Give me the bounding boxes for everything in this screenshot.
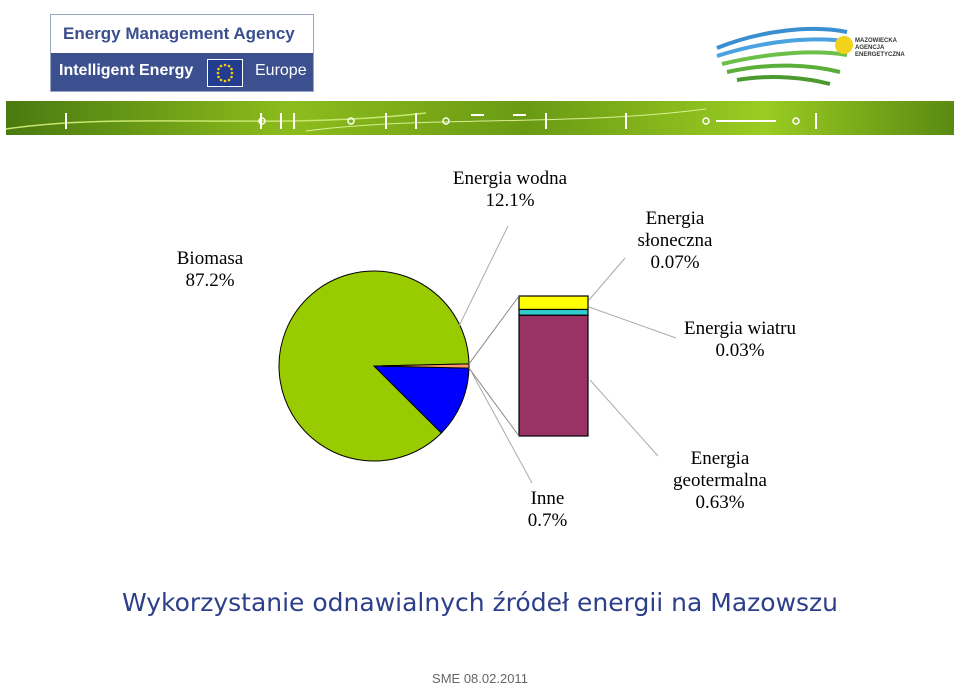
pie-slice-inne: [373, 363, 470, 369]
mazowiecka-agencja-logo: [716, 27, 853, 86]
program-bar: Intelligent Energy Europe: [51, 53, 313, 91]
pie-of-bar-chart: [278, 225, 677, 484]
data-label-line: geotermalna: [673, 470, 767, 491]
leader-line-geotermalna: [589, 379, 659, 457]
data-label-line: 12.1%: [485, 190, 535, 211]
data-label-line: Energia wodna: [452, 168, 568, 189]
data-label-wiatru: Energia wiatru 0.03%: [660, 318, 820, 362]
footer-date: SME 08.02.2011: [432, 671, 528, 686]
data-label-line: Energia: [645, 208, 705, 229]
data-label-sloneczna: Energia słoneczna 0.07%: [620, 208, 730, 274]
data-label-line: Energia wiatru: [683, 318, 797, 339]
leader-line-inne: [471, 372, 533, 484]
data-label-line: 0.63%: [695, 492, 745, 513]
data-label-biomasa: Biomasa 87.2%: [160, 248, 260, 292]
pie-slice-wodna: [372, 365, 470, 434]
partner-logo-text: MAZOWIECKA AGENCJA ENERGETYCZNA: [855, 38, 905, 58]
data-label-line: Inne: [530, 488, 565, 509]
green-banner: [6, 101, 954, 135]
data-label-geotermalna: Energia geotermalna 0.63%: [650, 448, 790, 514]
leader-line-wodna: [458, 225, 509, 327]
bar-segment-geotermalna: [518, 314, 589, 437]
data-label-line: Biomasa: [176, 248, 244, 269]
bar-segment-wiatru: [518, 308, 589, 316]
data-label-line: 0.7%: [527, 510, 568, 531]
data-label-line: 0.03%: [715, 340, 765, 361]
connector-line-bottom: [468, 367, 520, 437]
data-label-line: 0.07%: [650, 252, 700, 273]
eu-flag-icon: [207, 59, 243, 87]
data-label-line: 87.2%: [185, 270, 235, 291]
connector-line-top: [468, 295, 520, 365]
program-name-left: Intelligent Energy: [59, 62, 194, 79]
header: Energy Management Agency Intelligent Ene…: [0, 0, 960, 150]
program-name-right: Europe: [255, 62, 307, 79]
leader-line-sloneczna: [588, 257, 626, 301]
agency-name: Energy Management Agency: [63, 24, 295, 43]
leader-line-wiatru: [588, 306, 677, 339]
data-label-inne: Inne 0.7%: [500, 488, 595, 532]
bar-segment-sloneczna: [518, 295, 589, 311]
data-label-line: Energia: [690, 448, 750, 469]
data-label-wodna: Energia wodna 12.1%: [430, 168, 590, 212]
data-label-line: słoneczna: [637, 230, 713, 251]
chart-title: Wykorzystanie odnawialnych źródeł energi…: [121, 588, 839, 617]
energy-management-agency-logo: Energy Management Agency Intelligent Ene…: [50, 14, 314, 92]
